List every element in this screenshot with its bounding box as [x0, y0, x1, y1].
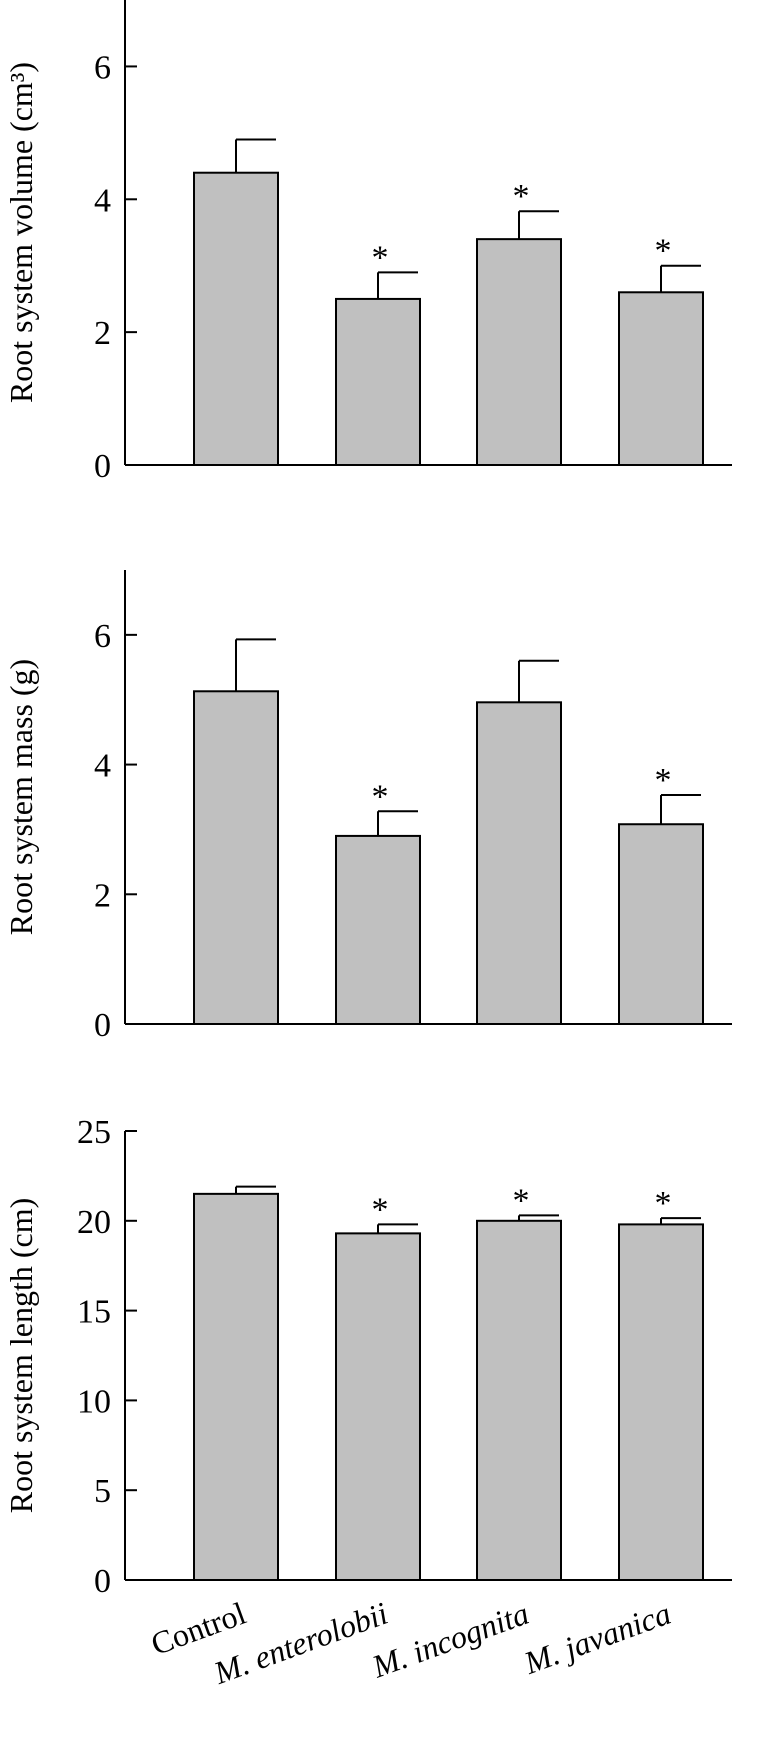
root-mass-panel: 0 2 4 6 Root system mass (g) * *: [3, 570, 732, 1044]
bar: [335, 1232, 421, 1581]
category-label: M. incognita: [366, 1595, 533, 1685]
root-volume-panel: 0 2 4 6 Root system volume (cm³) * * *: [3, 0, 732, 485]
y-tick-label: 25: [77, 1114, 111, 1151]
y-tick-label: 0: [94, 1563, 111, 1600]
bar: [193, 1192, 279, 1581]
y-axis-label: Root system mass (g): [3, 659, 39, 935]
y-tick-label: 6: [94, 618, 111, 655]
y-tick-label: 6: [94, 49, 111, 86]
significance-mark: *: [372, 1191, 389, 1228]
bar: [618, 291, 704, 466]
bar: [193, 171, 279, 466]
bar: [618, 823, 704, 1025]
bar: [335, 834, 421, 1026]
significance-mark: *: [655, 762, 672, 799]
bar: [193, 690, 279, 1025]
significance-mark: *: [513, 1182, 530, 1219]
y-tick-label: 2: [94, 877, 111, 914]
y-tick-label: 5: [94, 1473, 111, 1510]
y-tick-label: 15: [77, 1294, 111, 1331]
y-tick-label: 20: [77, 1204, 111, 1241]
y-tick-label: 0: [94, 1007, 111, 1044]
category-label: M. javanica: [519, 1595, 676, 1681]
y-axis-label: Root system length (cm): [3, 1198, 39, 1514]
bar: [618, 1223, 704, 1581]
y-tick-label: 4: [94, 182, 111, 219]
significance-mark: *: [655, 1185, 672, 1222]
y-tick-label: 0: [94, 448, 111, 485]
significance-mark: *: [513, 178, 530, 215]
bar: [476, 701, 562, 1026]
bar: [476, 238, 562, 466]
y-axis-label: Root system volume (cm³): [3, 62, 39, 403]
bar: [476, 1219, 562, 1582]
significance-mark: *: [372, 239, 389, 276]
y-tick-label: 10: [77, 1383, 111, 1420]
y-tick-label: 4: [94, 748, 111, 785]
y-tick-label: 2: [94, 315, 111, 352]
bar: [335, 297, 421, 466]
significance-mark: *: [655, 233, 672, 270]
root-length-panel: 0 5 10 15 20 25 Root system length (cm) * * *: [3, 1114, 732, 1600]
significance-mark: *: [372, 778, 389, 815]
